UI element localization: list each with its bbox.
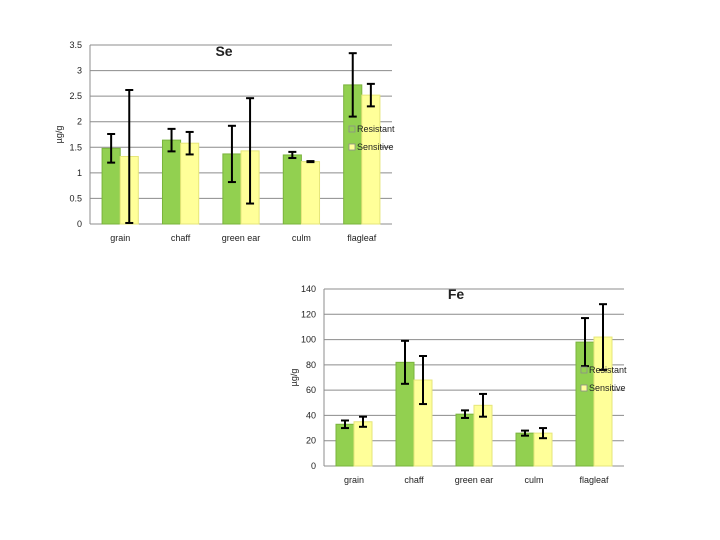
x-tick-label: chaff — [404, 475, 424, 485]
x-tick-label: green ear — [222, 233, 261, 243]
y-tick-label: 1.5 — [69, 142, 82, 152]
y-axis-label: µg/g — [289, 369, 299, 387]
y-tick-label: 100 — [301, 335, 316, 345]
bar-sensitive — [361, 94, 381, 225]
y-tick-label: 20 — [306, 436, 316, 446]
y-tick-label: 120 — [301, 309, 316, 319]
x-tick-label: green ear — [455, 475, 494, 485]
legend-swatch — [348, 125, 356, 133]
y-tick-label: 80 — [306, 360, 316, 370]
x-tick-label: chaff — [171, 233, 191, 243]
y-tick-label: 3.5 — [69, 40, 82, 50]
x-tick-label: flagleaf — [579, 475, 609, 485]
bar-sensitive — [300, 161, 321, 225]
legend-swatch — [580, 366, 588, 374]
legend-label: Resistant — [589, 365, 627, 375]
x-tick-label: flagleaf — [347, 233, 377, 243]
chart-title: Fe — [448, 286, 465, 302]
y-tick-label: 140 — [301, 284, 316, 294]
y-tick-label: 40 — [306, 410, 316, 420]
y-tick-label: 60 — [306, 385, 316, 395]
legend-label: Sensitive — [589, 383, 626, 393]
bar-resistant — [335, 423, 355, 467]
legend-swatch — [580, 384, 588, 392]
bar-sensitive — [353, 421, 373, 467]
legend-label: Sensitive — [357, 142, 394, 152]
chart-title: Se — [215, 43, 232, 59]
chart-0: 0 0.5 1 1.5 2 2.5 3 3.5 Se µg/g grain chaff green ea… — [54, 40, 395, 243]
x-tick-label: culm — [524, 475, 543, 485]
y-tick-label: 0.5 — [69, 193, 82, 203]
x-tick-label: grain — [110, 233, 130, 243]
y-tick-label: 2 — [77, 117, 82, 127]
y-tick-label: 0 — [311, 461, 316, 471]
y-tick-label: 3 — [77, 66, 82, 76]
chart-1: 0 20 40 60 80 100 120 140 Fe µg/g grain chaff green … — [289, 284, 627, 485]
bar-resistant — [455, 413, 475, 467]
x-tick-label: grain — [344, 475, 364, 485]
y-axis-label: µg/g — [54, 126, 64, 144]
legend-label: Resistant — [357, 124, 395, 134]
legend-swatch — [348, 143, 356, 151]
bar-resistant — [161, 139, 182, 225]
y-tick-label: 0 — [77, 219, 82, 229]
y-tick-label: 1 — [77, 168, 82, 178]
x-tick-label: culm — [292, 233, 311, 243]
y-tick-label: 2.5 — [69, 91, 82, 101]
bar-resistant — [282, 154, 302, 225]
bar-resistant — [515, 432, 535, 467]
